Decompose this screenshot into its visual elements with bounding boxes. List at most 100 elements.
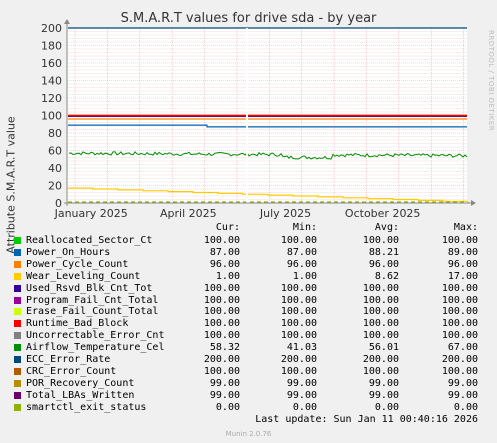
legend-min: 96.00: [286, 258, 317, 270]
legend-row-total-lbas-written: Total_LBAs_Written 99.00 99.00 99.00 99.00: [0, 390, 497, 401]
chart-title: S.M.A.R.T values for drive sda - by year: [120, 11, 377, 26]
legend-min: 100.00: [280, 365, 317, 377]
legend-cur: 99.00: [209, 389, 240, 401]
legend-min: 100.00: [280, 294, 317, 306]
legend-label: Reallocated_Sector_Ct: [26, 235, 153, 246]
legend-max: 200.00: [441, 354, 478, 365]
legend-cur: 200.00: [203, 354, 240, 365]
legend-min: 99.00: [286, 389, 317, 401]
y-tick-label: 60: [48, 145, 62, 158]
plot-area: 0 20 40 60 80 100 120 140 160 180 200 January 2025 A…: [41, 19, 476, 220]
legend-avg: 96.00: [368, 258, 399, 270]
legend-label: smartctl_exit_status: [26, 401, 147, 413]
y-tick-label: 80: [48, 127, 62, 140]
data-gap: [246, 28, 248, 203]
legend-min: 100.00: [280, 318, 317, 330]
last-update: Last update: Sun Jan 11 00:40:16 2026: [255, 414, 478, 425]
x-tick-label: July 2025: [259, 207, 311, 220]
legend-row-program-fail-cnt-total: Program_Fail_Cnt_Total 100.00 100.00 100.00…: [0, 295, 497, 306]
legend-header-min: Min:: [292, 222, 317, 233]
y-tick-label: 180: [41, 40, 62, 53]
legend-avg: 100.00: [362, 318, 399, 330]
y-axis-arrow: [64, 19, 70, 24]
legend-swatch: [14, 237, 21, 244]
legend-min: 1.00: [292, 270, 317, 282]
legend-min: 100.00: [280, 282, 317, 294]
legend-max: 17.00: [447, 270, 478, 282]
legend-swatch: [14, 356, 21, 363]
legend-min: 200.00: [280, 354, 317, 365]
legend-avg: 100.00: [362, 306, 399, 318]
legend-cur: 100.00: [203, 282, 240, 294]
legend-row-por-recovery-count: POR_Recovery_Count 99.00 99.00 99.00 99.00: [0, 378, 497, 389]
legend-cur: 87.00: [209, 246, 240, 258]
legend-cur: 96.00: [209, 258, 240, 270]
legend-header-cur: Cur:: [215, 222, 240, 233]
legend-row-ecc-error-rate: ECC_Error_Rate 200.00 200.00 200.00 200.00: [0, 354, 497, 365]
legend-max: 67.00: [447, 342, 478, 354]
legend-swatch: [14, 260, 21, 268]
legend-header-avg: Avg:: [374, 222, 399, 233]
legend-label: Runtime_Bad_Block: [26, 318, 129, 330]
legend-avg: 100.00: [362, 330, 399, 342]
legend-label: Uncorrectable_Error_Cnt: [26, 330, 165, 342]
legend-max: 100.00: [441, 365, 478, 377]
legend-max: 100.00: [441, 330, 478, 342]
x-axis-arrow: [471, 200, 476, 206]
legend-row-runtime-bad-block: Runtime_Bad_Block 100.00 100.00 100.00 100.0…: [0, 318, 497, 329]
legend-avg: 100.00: [362, 294, 399, 306]
legend-avg: 99.00: [368, 389, 399, 401]
legend-cur: 100.00: [203, 294, 240, 306]
legend-label: Total_LBAs_Written: [26, 389, 135, 401]
legend-cur: 100.00: [203, 318, 240, 330]
y-tick-label: 160: [41, 57, 62, 70]
legend-label: Used_Rsvd_Blk_Cnt_Tot: [26, 282, 153, 294]
legend-row-erase-fail-count-total: Erase_Fail_Count_Total 100.00 100.00 100.00…: [0, 306, 497, 317]
legend-label: Wear_Leveling_Count: [26, 270, 141, 282]
legend-avg: 100.00: [362, 235, 399, 246]
legend-swatch: [14, 284, 21, 292]
x-tick-label: October 2025: [345, 207, 421, 220]
legend-label: Erase_Fail_Count_Total: [26, 306, 159, 318]
legend-row-reallocated-sector-ct: Reallocated_Sector_Ct 100.00 100.00 100.00 1…: [0, 235, 497, 246]
legend-cur: 0.00: [215, 401, 240, 413]
y-tick-label: 20: [48, 180, 62, 193]
legend-swatch: [14, 379, 21, 387]
legend-cur: 1.00: [215, 270, 240, 282]
y-tick-label: 140: [41, 75, 62, 88]
legend-label: Airflow_Temperature_Cel: [26, 342, 165, 354]
legend-swatch: [14, 367, 21, 375]
legend-row-power-on-hours: Power_On_Hours 87.00 87.00 88.21 89.00: [0, 247, 497, 258]
legend-avg: 100.00: [362, 282, 399, 294]
legend-avg: 56.01: [368, 342, 399, 354]
legend-min: 100.00: [280, 330, 317, 342]
legend-min: 0.00: [292, 401, 317, 413]
legend-swatch: [14, 296, 21, 304]
legend-max: 100.00: [441, 294, 478, 306]
legend-avg: 200.00: [362, 354, 399, 365]
munin-version: Munin 2.0.76: [225, 430, 272, 438]
legend-min: 87.00: [286, 246, 317, 258]
legend-max: 99.00: [447, 377, 478, 389]
legend-cur: 100.00: [203, 330, 240, 342]
legend-avg: 8.62: [374, 270, 399, 282]
legend-avg: 100.00: [362, 365, 399, 377]
legend-avg: 88.21: [368, 246, 399, 258]
y-tick-label: 100: [41, 110, 62, 123]
legend-swatch: [14, 391, 21, 399]
legend-swatch: [14, 320, 21, 328]
legend-row-wear-leveling-count: Wear_Leveling_Count 1.00 1.00 8.62 17.00: [0, 271, 497, 282]
series-line-1: [68, 124, 467, 128]
legend-swatch: [14, 344, 21, 352]
legend-max: 100.00: [441, 235, 478, 246]
legend-avg: 99.00: [368, 377, 399, 389]
legend-cur: 100.00: [203, 306, 240, 318]
legend-label: Power_On_Hours: [26, 246, 111, 258]
legend-min: 99.00: [286, 377, 317, 389]
legend-max: 99.00: [447, 389, 478, 401]
legend-row-uncorrectable-error-cnt: Uncorrectable_Error_Cnt 100.00 100.00 100.0…: [0, 330, 497, 341]
y-tick-label: 0: [55, 197, 62, 210]
y-tick-label: 200: [41, 22, 62, 35]
legend-max: 96.00: [447, 258, 478, 270]
legend-row-power-cycle-count: Power_Cycle_Count 96.00 96.00 96.00 96.00: [0, 259, 497, 270]
